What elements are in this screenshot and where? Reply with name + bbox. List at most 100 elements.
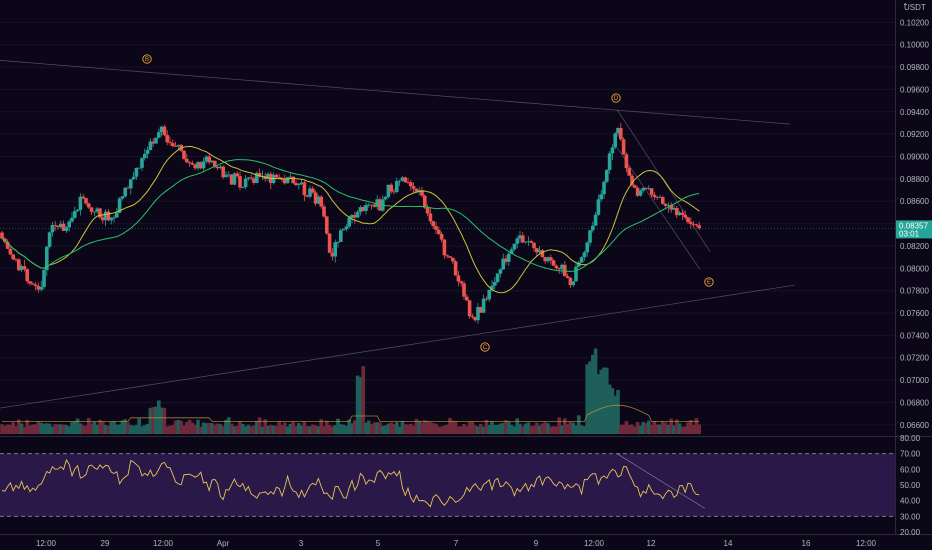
candle[interactable] bbox=[353, 211, 357, 224]
candle[interactable] bbox=[8, 246, 13, 256]
candle[interactable] bbox=[400, 175, 405, 182]
candle[interactable] bbox=[624, 152, 629, 173]
candle[interactable] bbox=[621, 137, 626, 155]
candle[interactable] bbox=[39, 280, 43, 292]
candle[interactable] bbox=[95, 206, 99, 214]
candle[interactable] bbox=[658, 194, 662, 199]
candle[interactable] bbox=[297, 182, 301, 190]
candle[interactable] bbox=[246, 176, 251, 181]
candle[interactable] bbox=[596, 194, 601, 216]
candle[interactable] bbox=[129, 179, 133, 195]
candle[interactable] bbox=[159, 125, 164, 137]
candle[interactable] bbox=[215, 165, 220, 171]
candle[interactable] bbox=[462, 280, 466, 300]
candle[interactable] bbox=[420, 186, 424, 198]
candle[interactable] bbox=[171, 139, 175, 148]
candle[interactable] bbox=[120, 195, 125, 201]
candle[interactable] bbox=[294, 180, 298, 187]
candle[interactable] bbox=[641, 187, 645, 193]
candle[interactable] bbox=[521, 232, 525, 244]
candle[interactable] bbox=[383, 195, 388, 201]
candle[interactable] bbox=[143, 148, 147, 161]
candle[interactable] bbox=[607, 151, 612, 174]
candle[interactable] bbox=[473, 316, 477, 323]
candle[interactable] bbox=[523, 241, 528, 244]
candle[interactable] bbox=[305, 194, 309, 198]
candle[interactable] bbox=[358, 205, 363, 216]
candle[interactable] bbox=[442, 239, 447, 260]
candle[interactable] bbox=[210, 159, 214, 164]
candle[interactable] bbox=[585, 240, 589, 257]
candle[interactable] bbox=[638, 189, 643, 197]
candle[interactable] bbox=[647, 184, 651, 191]
candle[interactable] bbox=[319, 195, 323, 209]
candle[interactable] bbox=[325, 215, 329, 236]
candle[interactable] bbox=[316, 194, 321, 205]
candle[interactable] bbox=[241, 186, 245, 189]
candle[interactable] bbox=[154, 137, 158, 144]
candle[interactable] bbox=[605, 169, 609, 184]
candle[interactable] bbox=[78, 193, 83, 216]
candle[interactable] bbox=[375, 195, 379, 210]
candle[interactable] bbox=[313, 190, 318, 206]
candle[interactable] bbox=[201, 157, 206, 171]
candle[interactable] bbox=[515, 236, 519, 249]
candle[interactable] bbox=[619, 123, 623, 141]
candle[interactable] bbox=[529, 239, 533, 244]
candle[interactable] bbox=[92, 211, 97, 217]
candle[interactable] bbox=[36, 282, 41, 293]
candle[interactable] bbox=[277, 173, 281, 179]
candle[interactable] bbox=[162, 124, 167, 137]
candle[interactable] bbox=[327, 232, 332, 254]
candle[interactable] bbox=[392, 188, 396, 195]
candle[interactable] bbox=[481, 294, 486, 313]
candle[interactable] bbox=[299, 179, 304, 186]
candle[interactable] bbox=[151, 138, 155, 147]
candle[interactable] bbox=[252, 176, 256, 185]
candle[interactable] bbox=[571, 281, 575, 288]
candle[interactable] bbox=[470, 313, 475, 319]
candle[interactable] bbox=[686, 216, 690, 225]
candle[interactable] bbox=[75, 208, 80, 212]
candle[interactable] bbox=[602, 180, 606, 199]
candle[interactable] bbox=[372, 203, 377, 208]
candle[interactable] bbox=[64, 226, 69, 233]
candle[interactable] bbox=[25, 268, 29, 284]
candle[interactable] bbox=[56, 225, 60, 230]
candle[interactable] bbox=[137, 167, 141, 169]
candle[interactable] bbox=[526, 236, 531, 246]
candle[interactable] bbox=[218, 165, 223, 170]
candle[interactable] bbox=[484, 296, 489, 302]
candle[interactable] bbox=[227, 171, 231, 178]
candle[interactable] bbox=[649, 188, 654, 198]
candle[interactable] bbox=[311, 186, 315, 194]
candle[interactable] bbox=[616, 127, 620, 137]
candle[interactable] bbox=[661, 195, 665, 205]
candle[interactable] bbox=[73, 206, 77, 219]
candle[interactable] bbox=[333, 239, 337, 263]
candle[interactable] bbox=[355, 209, 360, 218]
candle[interactable] bbox=[683, 210, 687, 220]
candle[interactable] bbox=[560, 263, 564, 275]
candle[interactable] bbox=[599, 189, 603, 202]
candle[interactable] bbox=[369, 204, 374, 210]
candle[interactable] bbox=[669, 202, 673, 213]
candle[interactable] bbox=[663, 203, 668, 209]
candle[interactable] bbox=[308, 185, 312, 199]
candle[interactable] bbox=[238, 171, 242, 191]
candle[interactable] bbox=[67, 219, 71, 232]
candle[interactable] bbox=[148, 138, 153, 151]
candle[interactable] bbox=[134, 167, 139, 180]
candle[interactable] bbox=[445, 254, 449, 259]
candle[interactable] bbox=[361, 205, 365, 212]
candle[interactable] bbox=[157, 128, 161, 139]
candle[interactable] bbox=[694, 223, 699, 227]
candle[interactable] bbox=[196, 160, 200, 171]
candle[interactable] bbox=[229, 174, 234, 185]
candle[interactable] bbox=[33, 282, 38, 291]
candle[interactable] bbox=[11, 254, 15, 261]
candle[interactable] bbox=[140, 157, 144, 171]
candle[interactable] bbox=[87, 202, 91, 209]
candle[interactable] bbox=[28, 281, 32, 286]
candle[interactable] bbox=[543, 256, 547, 264]
